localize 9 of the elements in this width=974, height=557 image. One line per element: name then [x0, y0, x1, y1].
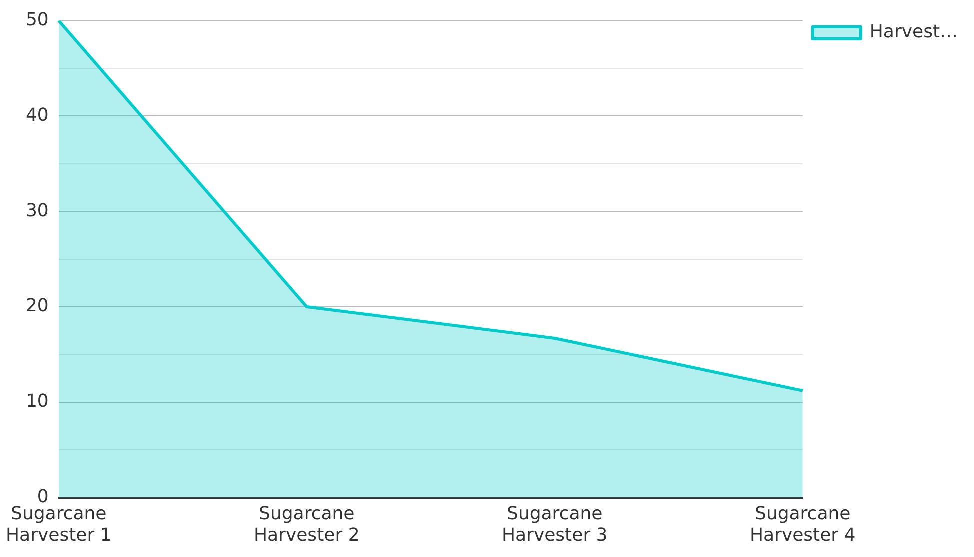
y-tick-label: 40 — [26, 104, 49, 126]
x-tick-label: Sugarcane Harvester 2 — [254, 503, 360, 546]
y-tick-label: 10 — [26, 391, 49, 412]
y-tick-label: 20 — [26, 296, 49, 317]
legend-label: Harvest… — [870, 22, 958, 43]
x-tick-label: Sugarcane Harvester 3 — [502, 503, 608, 546]
x-tick-label: Sugarcane Harvester 4 — [750, 503, 856, 546]
y-tick-label: 30 — [26, 200, 49, 222]
y-tick-label: 50 — [26, 9, 49, 30]
